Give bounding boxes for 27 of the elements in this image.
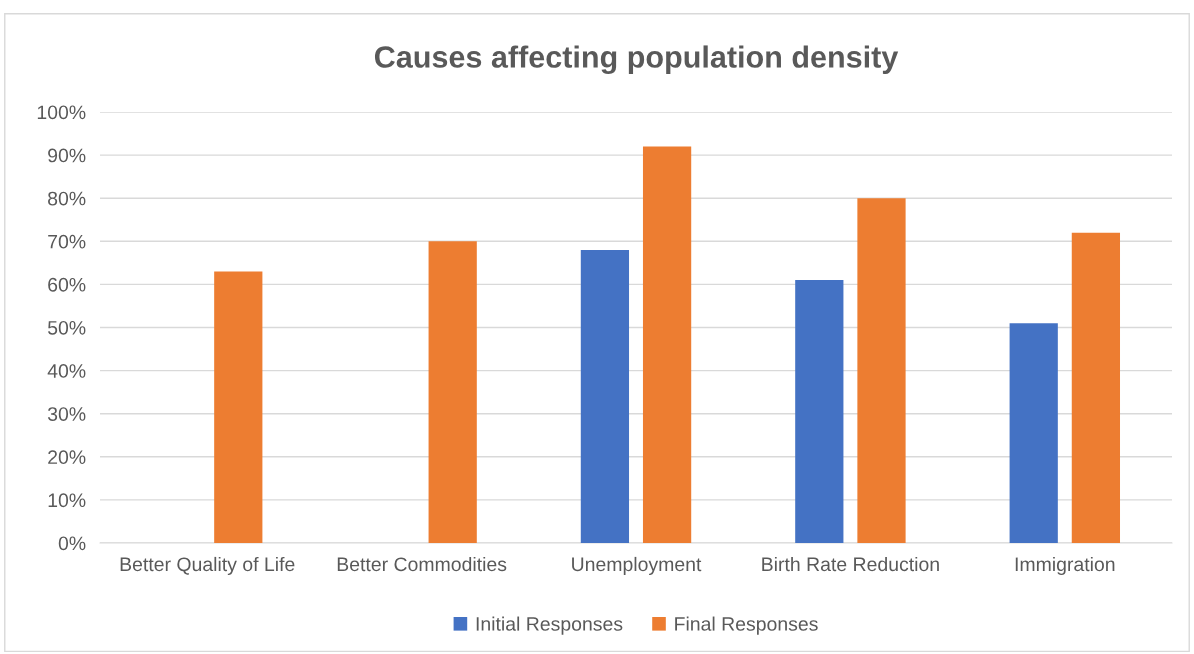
y-tick-label: 40%	[47, 364, 86, 378]
bar	[580, 249, 630, 543]
bar	[642, 146, 692, 543]
y-tick-label: 100%	[37, 105, 86, 120]
bar	[428, 241, 477, 543]
bar	[214, 271, 263, 543]
x-tick-label: Immigration	[1015, 556, 1115, 576]
x-tick-label: Unemployment	[572, 556, 702, 576]
legend-label: Initial Responses	[476, 616, 623, 635]
bar	[1009, 323, 1058, 543]
bar	[1071, 232, 1121, 543]
x-tick-label: Better Commodities	[337, 556, 507, 572]
y-tick-label: 70%	[48, 234, 86, 249]
y-tick-label: 20%	[48, 450, 86, 465]
x-tick-label: Better Quality of Life	[120, 556, 295, 576]
y-tick-label: 50%	[47, 320, 86, 335]
y-tick-label: 30%	[47, 407, 86, 421]
bar	[795, 280, 844, 543]
x-tick-label: Birth Rate Reduction	[762, 556, 939, 572]
bar	[857, 198, 906, 543]
y-tick-label: 60%	[48, 277, 86, 292]
y-tick-label: 10%	[48, 493, 86, 508]
chart-title: Causes affecting population density	[374, 45, 899, 75]
y-tick-label: 0%	[58, 536, 86, 551]
legend-label: Final Responses	[675, 616, 818, 635]
y-tick-label: 80%	[48, 191, 86, 206]
y-tick-label: 90%	[48, 148, 86, 163]
